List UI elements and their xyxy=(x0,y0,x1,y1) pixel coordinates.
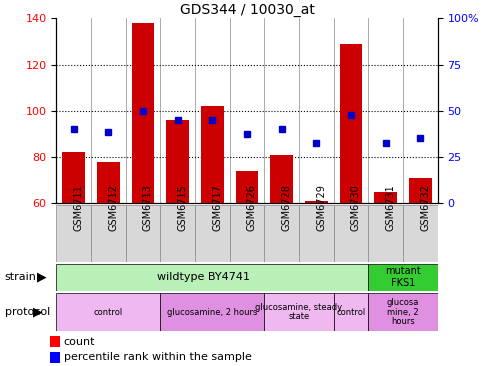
FancyBboxPatch shape xyxy=(229,205,264,262)
FancyBboxPatch shape xyxy=(56,205,91,262)
Text: GSM6717: GSM6717 xyxy=(212,184,222,231)
Bar xyxy=(166,120,188,203)
Text: GSM6712: GSM6712 xyxy=(108,184,118,231)
Bar xyxy=(305,201,327,203)
Bar xyxy=(374,191,396,203)
Bar xyxy=(270,154,292,203)
Text: ▶: ▶ xyxy=(33,306,43,318)
FancyBboxPatch shape xyxy=(195,205,229,262)
FancyBboxPatch shape xyxy=(402,205,437,262)
FancyBboxPatch shape xyxy=(56,293,160,331)
Text: GSM6731: GSM6731 xyxy=(385,184,395,231)
Text: glucosamine, 2 hours: glucosamine, 2 hours xyxy=(167,307,257,317)
Text: GSM6732: GSM6732 xyxy=(420,184,429,231)
Bar xyxy=(408,178,431,203)
FancyBboxPatch shape xyxy=(56,264,367,291)
FancyBboxPatch shape xyxy=(91,205,125,262)
FancyBboxPatch shape xyxy=(125,205,160,262)
Bar xyxy=(201,106,223,203)
Text: ▶: ▶ xyxy=(37,271,46,284)
FancyBboxPatch shape xyxy=(367,205,402,262)
Text: percentile rank within the sample: percentile rank within the sample xyxy=(63,352,251,362)
Text: mutant
FKS1: mutant FKS1 xyxy=(385,266,420,288)
Bar xyxy=(50,352,60,363)
FancyBboxPatch shape xyxy=(160,293,264,331)
Text: glucosamine, steady
state: glucosamine, steady state xyxy=(255,303,342,321)
Bar xyxy=(235,171,258,203)
FancyBboxPatch shape xyxy=(367,264,437,291)
Text: control: control xyxy=(336,307,365,317)
FancyBboxPatch shape xyxy=(367,293,437,331)
Text: strain: strain xyxy=(5,272,37,282)
Bar xyxy=(50,336,60,347)
Text: glucosa
mine, 2
hours: glucosa mine, 2 hours xyxy=(386,298,418,326)
Bar xyxy=(131,23,154,203)
Text: count: count xyxy=(63,337,95,347)
Text: GSM6715: GSM6715 xyxy=(177,184,187,231)
Bar xyxy=(97,161,119,203)
Text: GSM6713: GSM6713 xyxy=(142,184,153,231)
FancyBboxPatch shape xyxy=(298,205,333,262)
Text: GSM6729: GSM6729 xyxy=(316,184,325,231)
Text: GSM6728: GSM6728 xyxy=(281,184,291,231)
FancyBboxPatch shape xyxy=(264,205,298,262)
Text: GSM6726: GSM6726 xyxy=(246,184,256,231)
FancyBboxPatch shape xyxy=(333,293,367,331)
FancyBboxPatch shape xyxy=(264,293,333,331)
Text: control: control xyxy=(93,307,122,317)
Bar xyxy=(339,44,362,203)
Text: GSM6730: GSM6730 xyxy=(350,184,360,231)
FancyBboxPatch shape xyxy=(333,205,367,262)
Bar xyxy=(62,152,85,203)
Text: GSM6711: GSM6711 xyxy=(73,184,83,231)
FancyBboxPatch shape xyxy=(160,205,195,262)
Text: wildtype BY4741: wildtype BY4741 xyxy=(157,272,249,282)
Text: protocol: protocol xyxy=(5,307,50,317)
Title: GDS344 / 10030_at: GDS344 / 10030_at xyxy=(179,3,314,17)
